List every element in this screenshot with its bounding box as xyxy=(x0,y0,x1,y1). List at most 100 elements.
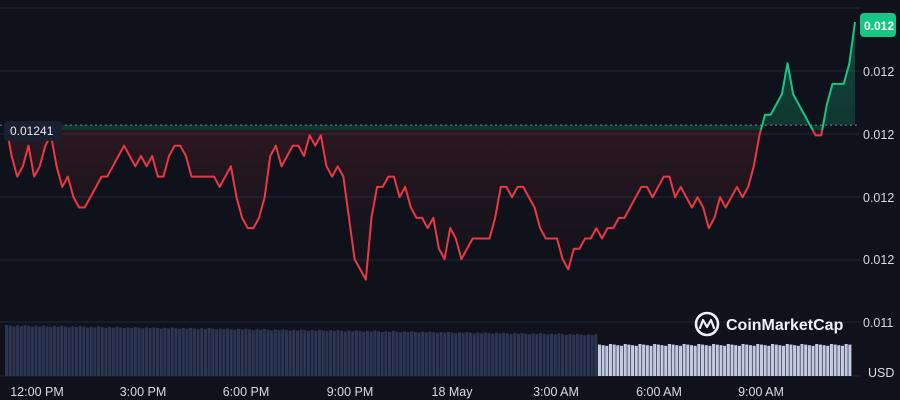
volume-bar xyxy=(325,331,329,376)
volume-bar xyxy=(159,328,163,376)
volume-bar xyxy=(435,332,439,376)
volume-bar xyxy=(840,345,845,376)
volume-bar xyxy=(833,344,837,376)
volume-bar xyxy=(273,329,277,376)
x-tick-label: 3:00 AM xyxy=(533,385,579,399)
volume-bar xyxy=(741,344,745,376)
volume-bar xyxy=(376,331,381,376)
volume-bar xyxy=(594,334,598,376)
volume-bar xyxy=(469,332,473,376)
volume-bar xyxy=(697,344,701,376)
x-tick-label: 6:00 AM xyxy=(636,385,682,399)
volume-bar xyxy=(126,327,130,376)
volume-bar xyxy=(303,330,307,376)
volume-bar xyxy=(461,332,465,376)
brand-name: CoinMarketCap xyxy=(726,317,844,334)
volume-bar xyxy=(192,328,196,376)
volume-bar xyxy=(229,329,233,376)
volume-bar xyxy=(634,345,638,376)
volume-bar xyxy=(531,333,535,376)
volume-bar xyxy=(244,328,248,376)
volume-bar xyxy=(476,332,480,376)
volume-bar xyxy=(67,327,71,376)
volume-bar xyxy=(362,331,366,376)
volume-bar xyxy=(439,332,443,376)
volume-bar xyxy=(30,326,34,376)
volume-bar xyxy=(137,327,141,376)
currency-label: USD xyxy=(868,366,894,380)
volume-bar xyxy=(789,344,793,376)
volume-bar xyxy=(550,333,554,376)
volume-bar xyxy=(295,330,300,376)
volume-bar xyxy=(71,326,75,376)
volume-bar xyxy=(564,334,568,376)
volume-bar xyxy=(491,333,495,376)
volume-bar xyxy=(516,333,520,376)
volume-bar xyxy=(207,328,211,376)
volume-bar xyxy=(56,326,60,376)
volume-bar xyxy=(601,345,605,376)
volume-bar xyxy=(167,328,171,376)
volume-bar xyxy=(480,333,484,376)
volume-bar xyxy=(421,331,425,376)
baseline-badge: 0.01241 xyxy=(4,121,62,141)
volume-bar xyxy=(686,344,690,376)
volume-bar xyxy=(45,326,49,376)
volume-bar xyxy=(730,344,734,376)
volume-bar xyxy=(266,329,270,376)
volume-bar xyxy=(321,330,325,376)
volume-bar xyxy=(579,334,583,376)
volume-bar xyxy=(671,344,675,376)
volume-bar xyxy=(248,329,252,376)
volume-bar xyxy=(119,327,123,376)
volume-bar xyxy=(211,328,215,376)
volume-bar xyxy=(281,329,285,376)
x-tick-label: 12:00 PM xyxy=(10,385,64,399)
volume-bar xyxy=(605,345,609,376)
volume-bar xyxy=(612,344,616,376)
volume-bar xyxy=(270,330,274,376)
volume-bar xyxy=(446,331,450,376)
volume-bar xyxy=(222,329,226,376)
volume-bar xyxy=(314,330,318,376)
volume-bar xyxy=(653,344,657,376)
volume-bar xyxy=(715,344,719,376)
volume-bar xyxy=(726,344,730,376)
volume-bar xyxy=(8,325,12,376)
volume-bar xyxy=(572,334,576,376)
volume-bar xyxy=(111,327,115,376)
volume-bar xyxy=(645,345,649,376)
volume-bar xyxy=(829,344,833,376)
volume-bar xyxy=(185,328,189,376)
volume-bar xyxy=(155,327,160,376)
volume-bar xyxy=(399,332,403,376)
volume-bar xyxy=(351,331,355,376)
volume-bar xyxy=(608,344,613,376)
volume-bar xyxy=(237,328,241,376)
volume-bar xyxy=(38,326,42,376)
volume-bar xyxy=(343,331,347,376)
volume-bar xyxy=(347,330,351,376)
area-above-baseline xyxy=(6,22,855,130)
volume-bar xyxy=(387,331,392,376)
volume-bar xyxy=(498,333,502,376)
volume-bar xyxy=(737,345,741,376)
volume-bar xyxy=(583,335,587,376)
volume-bar xyxy=(616,345,620,376)
volume-bar xyxy=(822,345,826,376)
volume-bar xyxy=(443,332,447,376)
volume-bar xyxy=(284,329,288,376)
volume-bar xyxy=(678,345,682,376)
volume-bar xyxy=(785,344,789,376)
volume-bar xyxy=(568,333,572,376)
volume-bar xyxy=(49,326,53,376)
volume-bar xyxy=(723,345,727,376)
volume-bar xyxy=(130,327,134,376)
volume-bar xyxy=(277,330,281,376)
volume-bar xyxy=(763,345,767,376)
volume-bar xyxy=(590,334,594,376)
volume-bar xyxy=(369,331,373,376)
volume-bar xyxy=(170,327,174,376)
volume-bar xyxy=(318,329,322,376)
